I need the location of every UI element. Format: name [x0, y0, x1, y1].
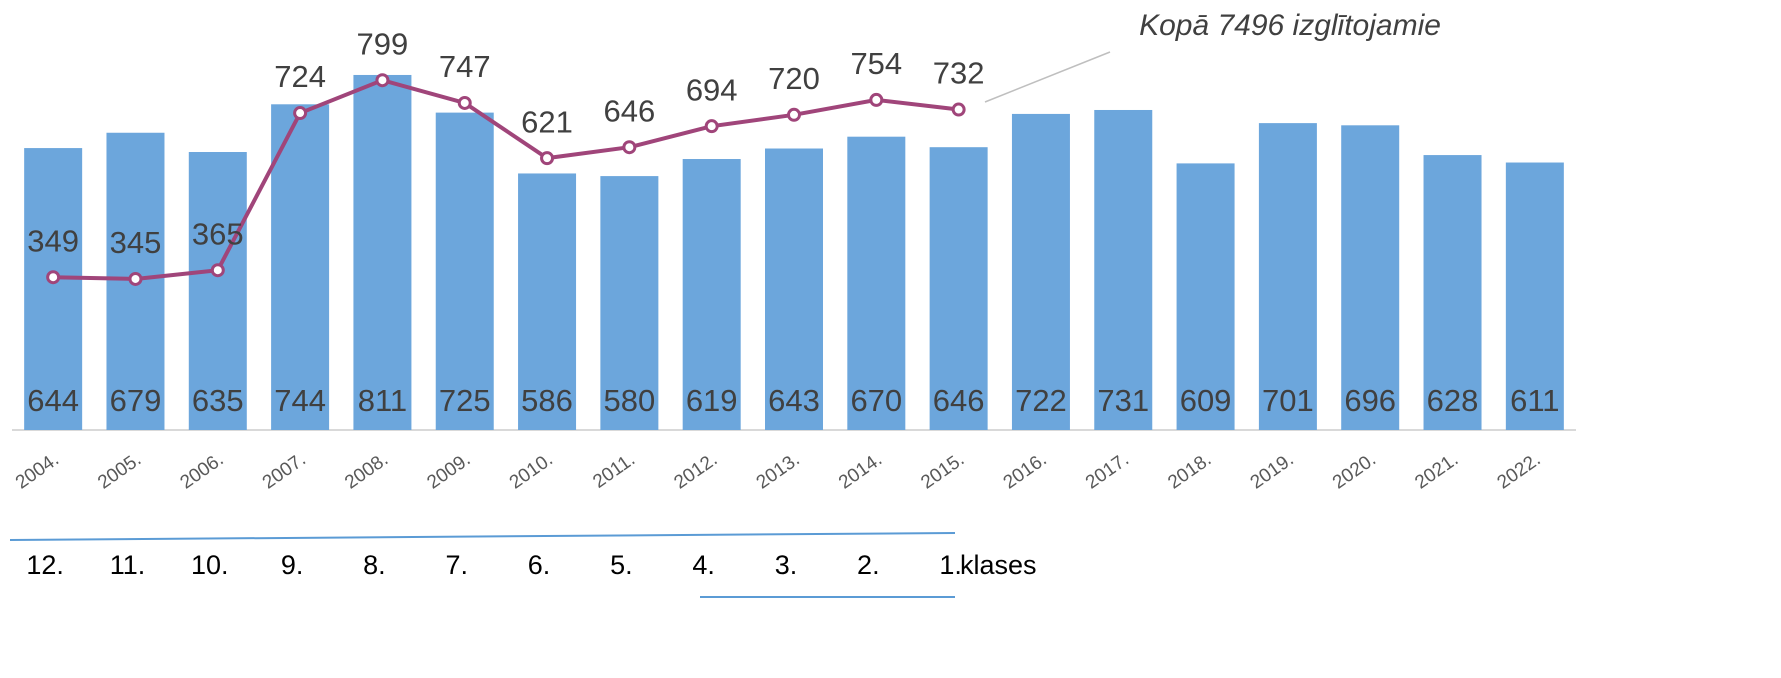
class-label: 7.	[445, 550, 468, 580]
annotation: Kopā 7496 izglītojamie	[1139, 9, 1441, 42]
x-tick-label: 2013.	[753, 449, 804, 493]
line-point	[951, 102, 966, 117]
line-point	[128, 271, 143, 286]
class-label: 11.	[110, 550, 146, 580]
line-point	[869, 92, 884, 107]
class-label: 9.	[281, 550, 304, 580]
x-tick-label: 2021.	[1411, 449, 1462, 493]
line-point	[293, 106, 308, 121]
class-line	[9, 532, 956, 541]
line-value-label: 724	[274, 59, 326, 94]
line-point	[704, 119, 719, 134]
bar-value-label: 811	[358, 383, 407, 418]
bar	[1094, 109, 1153, 431]
line-value-label: 345	[110, 225, 162, 260]
line-point	[457, 95, 472, 110]
x-tick-label: 2007.	[259, 449, 310, 493]
bar-value-label: 628	[1427, 383, 1479, 418]
bar-value-label: 725	[439, 383, 491, 418]
bar-value-label: 644	[27, 383, 79, 418]
line-value-label: 646	[604, 93, 656, 128]
bar	[1505, 162, 1564, 431]
line-value-label: 754	[850, 46, 902, 81]
line-point	[210, 263, 225, 278]
bar-value-label: 635	[192, 383, 244, 418]
bar	[518, 173, 577, 430]
line-value-label: 365	[192, 216, 244, 251]
bar-value-label: 670	[850, 383, 902, 418]
bar	[1423, 155, 1482, 430]
bar-value-label: 701	[1262, 383, 1314, 418]
x-tick-label: 2019.	[1247, 449, 1298, 493]
class-label: 12.	[26, 550, 64, 580]
x-tick-label: 2010.	[506, 449, 557, 493]
line	[53, 78, 959, 281]
line-value-label: 694	[686, 72, 738, 107]
line-value-label: 732	[933, 56, 985, 91]
bar	[435, 112, 494, 430]
bar-value-label: 744	[274, 383, 326, 418]
line-value-label: 799	[357, 26, 409, 61]
x-tick-label: 2011.	[589, 449, 639, 493]
x-tick-label: 2020.	[1329, 449, 1380, 493]
x-tick-label: 2022.	[1494, 449, 1545, 493]
bar-value-label: 609	[1180, 383, 1232, 418]
x-tick-label: 2004.	[12, 449, 63, 493]
x-tick-label: 2014.	[835, 449, 886, 493]
bar	[24, 148, 83, 430]
bar	[1176, 163, 1235, 431]
bar	[765, 148, 823, 430]
class-label: 6.	[528, 550, 551, 580]
class-suffix: klases	[960, 550, 1037, 580]
bar-value-label: 586	[521, 383, 573, 418]
line-point	[375, 73, 390, 88]
class-label: 8.	[363, 550, 386, 580]
line-point	[622, 140, 637, 155]
bar	[188, 152, 247, 430]
class-label: 3.	[775, 550, 798, 580]
bar-value-label: 722	[1015, 383, 1067, 418]
bar	[1011, 113, 1070, 431]
bar-value-label: 696	[1344, 383, 1396, 418]
bar	[1258, 123, 1317, 431]
bar-value-label: 646	[933, 383, 985, 418]
bar	[847, 136, 906, 430]
class-label: 4.	[692, 550, 715, 580]
bar	[353, 74, 412, 430]
x-tick-label: 2006.	[177, 449, 228, 493]
class-label: 2.	[857, 550, 880, 580]
x-tick-label: 2009.	[423, 449, 474, 493]
line-point	[46, 270, 61, 285]
line-value-label: 747	[439, 49, 491, 84]
x-tick-label: 2008.	[341, 449, 392, 493]
class-label: 5.	[610, 550, 633, 580]
line-point	[540, 151, 555, 166]
bar-value-label: 619	[686, 383, 738, 418]
bar-value-label: 731	[1097, 383, 1149, 418]
bar	[929, 147, 988, 430]
class-label: 1.	[939, 550, 962, 580]
x-tick-label: 2016.	[1000, 449, 1051, 493]
x-tick-label: 2015.	[917, 449, 968, 493]
bar-value-label: 679	[110, 383, 162, 418]
x-tick-label: 2017.	[1082, 449, 1133, 493]
line-value-label: 621	[521, 104, 573, 139]
bar-value-label: 611	[1510, 383, 1559, 418]
line-point	[787, 107, 801, 122]
bar	[682, 159, 741, 430]
bar	[1341, 125, 1400, 430]
bar-value-label: 580	[604, 383, 656, 418]
x-tick-label: 2005.	[94, 449, 145, 493]
line-value-label: 720	[768, 61, 820, 96]
x-tick-label: 2012.	[670, 449, 721, 493]
bar	[600, 176, 659, 430]
bar-value-label: 643	[768, 383, 820, 418]
class-label: 10.	[191, 550, 229, 580]
line-value-label: 349	[27, 223, 79, 258]
annotation-leader	[984, 51, 1111, 103]
bar	[271, 104, 330, 430]
x-tick-label: 2018.	[1164, 449, 1215, 493]
